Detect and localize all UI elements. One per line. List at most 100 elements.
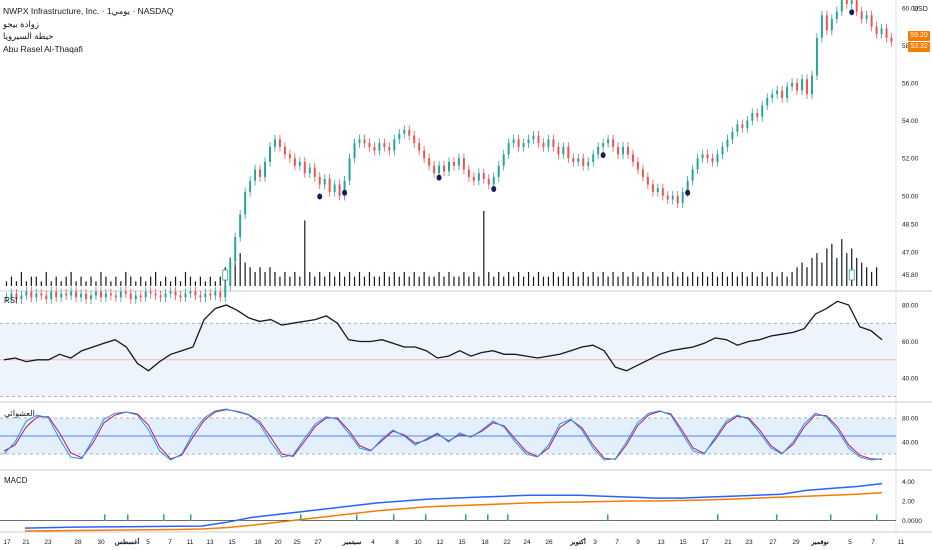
- indicator-label-2: حيطة السيرويا: [3, 31, 54, 41]
- volume-bar: [25, 281, 27, 286]
- volume-bar: [602, 271, 604, 286]
- macd-signal-line: [24, 492, 883, 532]
- candle-body: [368, 143, 371, 147]
- candle-body: [55, 291, 58, 298]
- volume-bar: [194, 281, 197, 286]
- volume-bar: [791, 271, 793, 286]
- volume-bar: [458, 276, 460, 286]
- candle-body: [139, 295, 142, 298]
- candle-body: [696, 158, 699, 170]
- volume-bar: [50, 281, 52, 286]
- volume-bar: [164, 276, 167, 286]
- volume-bar: [339, 271, 341, 286]
- candle-body: [781, 90, 784, 98]
- volume-bar: [692, 271, 694, 286]
- candle-body: [592, 154, 595, 162]
- candle-body: [288, 154, 291, 159]
- candle-body: [194, 291, 197, 296]
- candle-body: [104, 293, 107, 298]
- candle-body: [512, 139, 515, 144]
- volume-bar: [522, 276, 525, 286]
- macd-histogram-bar: [607, 514, 609, 521]
- candle-body: [313, 167, 316, 177]
- stoch-pane-title: العشوائي: [4, 409, 35, 418]
- volume-bar: [199, 276, 201, 286]
- volume-bar: [532, 276, 535, 286]
- volume-bar: [353, 276, 356, 286]
- candle-body: [318, 176, 321, 185]
- volume-bar: [508, 271, 510, 286]
- candle-body: [656, 188, 659, 192]
- volume-bar: [498, 271, 500, 286]
- volume-bar: [219, 276, 221, 286]
- volume-bar: [846, 253, 848, 286]
- candle-body: [438, 165, 441, 174]
- candle-body: [338, 184, 341, 196]
- candle-body: [328, 178, 331, 192]
- volume-bar: [234, 262, 236, 286]
- volume-bar: [45, 271, 47, 286]
- macd-histogram-bar: [487, 514, 489, 521]
- candle-body: [403, 129, 406, 134]
- currency-label: USD: [913, 6, 928, 13]
- candle-body: [646, 176, 649, 185]
- candle-body: [85, 293, 88, 300]
- candle-body: [855, 0, 858, 12]
- candle-body: [552, 139, 555, 147]
- volume-bar: [821, 262, 823, 286]
- candle-body: [482, 173, 485, 179]
- volume-bar: [751, 271, 753, 286]
- countdown-tag: 53:32: [908, 42, 930, 52]
- time-axis-label: 4: [371, 539, 375, 546]
- candle-body: [492, 176, 495, 185]
- volume-bar: [716, 276, 719, 286]
- time-axis-label: 28: [74, 539, 82, 546]
- candle-body: [209, 293, 212, 296]
- volume-bar: [60, 281, 62, 286]
- volume-bar: [110, 281, 112, 286]
- macd-axis-label: 4.00: [902, 479, 915, 486]
- candle-body: [467, 169, 470, 177]
- volume-bar: [204, 281, 206, 286]
- candle-body: [323, 178, 326, 185]
- volume-bar: [329, 271, 331, 286]
- volume-bar: [597, 276, 599, 286]
- volume-bar: [552, 271, 555, 286]
- volume-bar: [617, 276, 619, 286]
- volume-bar: [179, 281, 182, 286]
- candle-body: [612, 139, 615, 147]
- volume-bar: [493, 276, 495, 286]
- macd-histogram-bar: [127, 514, 129, 521]
- candle-body: [537, 135, 540, 144]
- volume-bar: [866, 267, 868, 286]
- volume-bar: [841, 239, 843, 286]
- volume-bar: [259, 267, 261, 286]
- candle-body: [388, 146, 391, 151]
- candle-body: [661, 188, 664, 196]
- volume-bar: [30, 276, 32, 286]
- time-axis-label: 23: [745, 539, 753, 546]
- candle-body: [124, 291, 127, 294]
- candle-body: [303, 161, 306, 174]
- volume-bar: [115, 276, 117, 286]
- volume-bar: [468, 276, 470, 286]
- volume-bar: [80, 276, 82, 286]
- candle-body: [666, 195, 669, 200]
- volume-bar: [731, 271, 734, 286]
- volume-bar: [483, 211, 485, 286]
- candle-body: [830, 19, 833, 31]
- candle-body: [15, 293, 18, 300]
- candle-body: [40, 293, 43, 296]
- candle-body: [259, 169, 262, 177]
- volume-bar: [169, 281, 172, 286]
- time-axis-label: سبتمبر: [342, 539, 362, 546]
- volume-bar: [378, 276, 380, 286]
- volume-bar: [537, 271, 540, 286]
- volume-bar: [85, 281, 87, 286]
- stoch-axis-label: 40.00: [902, 440, 919, 447]
- volume-bar: [721, 271, 724, 286]
- price-axis-label: 50.00: [902, 193, 919, 200]
- candle-body: [283, 146, 286, 155]
- volume-bar: [10, 276, 13, 286]
- signal-marker: [849, 9, 855, 16]
